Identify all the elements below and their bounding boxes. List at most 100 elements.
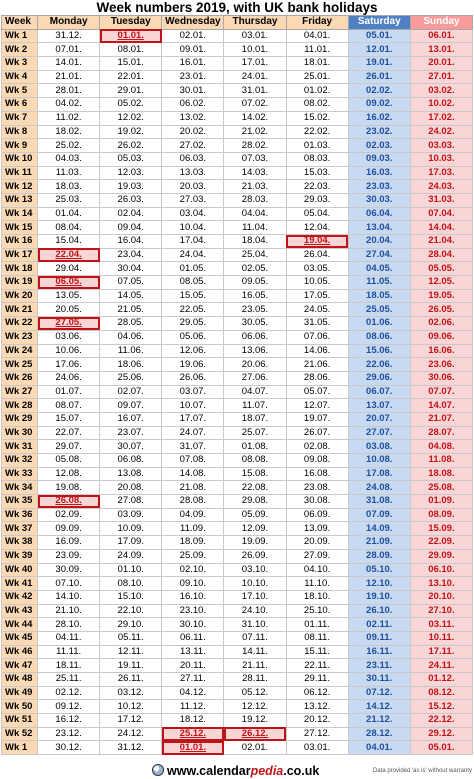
date-cell-wednesday: 11.12. bbox=[161, 699, 225, 715]
date-cell-tuesday: 05.02. bbox=[99, 97, 163, 112]
date-cell-wednesday: 21.08. bbox=[161, 480, 225, 496]
date-cell-tuesday: 02.07. bbox=[99, 384, 163, 400]
table-row: Wk 22 27.05. 28.05. 29.05. 30.05. 31.05. 01.06… bbox=[0, 316, 474, 331]
date-cell-sunday: 12.05. bbox=[409, 275, 474, 290]
table-row: Wk 34 19.08. 20.08. 21.08. 22.08. 23.08. 24.08… bbox=[0, 480, 474, 496]
date-cell-saturday: 18.05. bbox=[347, 288, 411, 304]
date-cell-tuesday: 23.04. bbox=[99, 247, 163, 263]
date-cell-friday: 17.05. bbox=[285, 288, 349, 304]
table-row: Wk 50 09.12. 10.12. 11.12. 12.12. 13.12. 14.12… bbox=[0, 699, 474, 715]
date-cell-sunday: 20.01. bbox=[409, 56, 474, 71]
date-cell-wednesday: 18.09. bbox=[161, 535, 225, 550]
week-number-cell: Wk 43 bbox=[0, 603, 39, 619]
date-cell-saturday: 16.03. bbox=[347, 165, 411, 181]
date-cell-thursday: 18.07. bbox=[223, 411, 287, 427]
date-cell-tuesday: 22.10. bbox=[99, 603, 163, 619]
date-cell-tuesday: 22.01. bbox=[99, 69, 163, 85]
week-number-cell: Wk 23 bbox=[0, 329, 39, 345]
week-number-cell: Wk 10 bbox=[0, 151, 39, 167]
date-cell-tuesday: 09.04. bbox=[99, 220, 163, 235]
date-cell-friday: 26.04. bbox=[285, 247, 349, 263]
date-cell-thursday: 12.12. bbox=[223, 699, 287, 715]
date-cell-wednesday: 06.02. bbox=[161, 97, 225, 112]
date-cell-monday: 18.02. bbox=[37, 124, 101, 140]
week-number-cell: Wk 52 bbox=[0, 726, 39, 742]
date-cell-monday: 19.08. bbox=[37, 480, 101, 496]
date-cell-wednesday: 17.07. bbox=[161, 411, 225, 427]
table-row: Wk 27 01.07. 02.07. 03.07. 04.07. 05.07. 06.07… bbox=[0, 384, 474, 400]
table-row: Wk 2 07.01. 08.01. 09.01. 10.01. 11.01. 12.01.… bbox=[0, 42, 474, 58]
date-cell-wednesday: 19.06. bbox=[161, 357, 225, 372]
week-number-cell: Wk 20 bbox=[0, 288, 39, 304]
site-logo[interactable]: www.calendarpedia.co.uk bbox=[152, 763, 319, 779]
date-cell-friday: 12.07. bbox=[285, 398, 349, 413]
bank-holiday-cell: 26.12. bbox=[223, 726, 287, 742]
date-cell-friday: 18.10. bbox=[285, 589, 349, 605]
date-cell-friday: 29.11. bbox=[285, 672, 349, 687]
week-number-cell: Wk 9 bbox=[0, 138, 39, 153]
date-cell-sunday: 17.02. bbox=[409, 110, 474, 126]
date-cell-saturday: 04.01. bbox=[347, 740, 411, 756]
date-cell-thursday: 09.05. bbox=[223, 275, 287, 290]
date-cell-tuesday: 23.07. bbox=[99, 425, 163, 441]
week-number-cell: Wk 2 bbox=[0, 42, 39, 58]
table-row: Wk 19 06.05. 07.05. 08.05. 09.05. 10.05. 11.05… bbox=[0, 275, 474, 290]
date-cell-friday: 22.03. bbox=[285, 179, 349, 194]
date-cell-thursday: 21.03. bbox=[223, 179, 287, 194]
table-row: Wk 1 30.12. 31.12. 01.01. 02.01. 03.01. 04.01.… bbox=[0, 740, 474, 756]
date-cell-wednesday: 28.08. bbox=[161, 494, 225, 509]
date-cell-wednesday: 29.05. bbox=[161, 316, 225, 331]
date-cell-sunday: 27.10. bbox=[409, 603, 474, 619]
date-cell-saturday: 27.04. bbox=[347, 247, 411, 263]
table-row: Wk 40 30.09. 01.10. 02.10. 03.10. 04.10. 05.10… bbox=[0, 562, 474, 578]
date-cell-friday: 01.11. bbox=[285, 617, 349, 632]
date-cell-saturday: 31.08. bbox=[347, 494, 411, 509]
date-cell-thursday: 03.01. bbox=[223, 28, 287, 44]
table-row: Wk 15 08.04. 09.04. 10.04. 11.04. 12.04. 13.04… bbox=[0, 220, 474, 235]
date-cell-thursday: 14.03. bbox=[223, 165, 287, 181]
table-row: Wk 35 26.08. 27.08. 28.08. 29.08. 30.08. 31.08… bbox=[0, 494, 474, 509]
date-cell-tuesday: 13.08. bbox=[99, 466, 163, 482]
date-cell-monday: 28.01. bbox=[37, 83, 101, 99]
date-cell-friday: 27.12. bbox=[285, 726, 349, 742]
date-cell-wednesday: 01.05. bbox=[161, 261, 225, 277]
date-cell-friday: 23.08. bbox=[285, 480, 349, 496]
table-row: Wk 17 22.04. 23.04. 24.04. 25.04. 26.04. 27.04… bbox=[0, 247, 474, 263]
date-cell-wednesday: 06.03. bbox=[161, 151, 225, 167]
date-cell-thursday: 10.10. bbox=[223, 576, 287, 591]
date-cell-sunday: 11.08. bbox=[409, 453, 474, 468]
date-cell-friday: 24.05. bbox=[285, 302, 349, 318]
date-cell-monday: 18.03. bbox=[37, 179, 101, 194]
week-number-cell: Wk 37 bbox=[0, 521, 39, 537]
date-cell-tuesday: 05.03. bbox=[99, 151, 163, 167]
bank-holiday-cell: 06.05. bbox=[37, 275, 101, 290]
date-cell-thursday: 01.08. bbox=[223, 439, 287, 454]
date-cell-monday: 10.06. bbox=[37, 343, 101, 359]
table-row: Wk 11 11.03. 12.03. 13.03. 14.03. 15.03. 16.03… bbox=[0, 165, 474, 181]
date-cell-friday: 05.04. bbox=[285, 206, 349, 222]
date-cell-monday: 14.01. bbox=[37, 56, 101, 71]
date-cell-thursday: 10.01. bbox=[223, 42, 287, 58]
date-cell-tuesday: 21.05. bbox=[99, 302, 163, 318]
date-cell-tuesday: 08.10. bbox=[99, 576, 163, 591]
date-cell-wednesday: 02.01. bbox=[161, 28, 225, 44]
date-cell-saturday: 20.07. bbox=[347, 411, 411, 427]
date-cell-tuesday: 26.11. bbox=[99, 672, 163, 687]
page-title: Week numbers 2019, with UK bank holidays bbox=[96, 0, 378, 15]
date-cell-thursday: 07.03. bbox=[223, 151, 287, 167]
date-cell-friday: 27.09. bbox=[285, 548, 349, 564]
table-row: Wk 46 11.11. 12.11. 13.11. 14.11. 15.11. 16.11… bbox=[0, 644, 474, 660]
date-cell-saturday: 16.11. bbox=[347, 644, 411, 660]
date-cell-sunday: 01.12. bbox=[409, 672, 474, 687]
table-row: Wk 8 18.02. 19.02. 20.02. 21.02. 22.02. 23.02.… bbox=[0, 124, 474, 140]
header-sunday: Sunday bbox=[409, 15, 474, 30]
date-cell-tuesday: 15.01. bbox=[99, 56, 163, 71]
date-cell-tuesday: 24.12. bbox=[99, 726, 163, 742]
date-cell-thursday: 07.02. bbox=[223, 97, 287, 112]
date-cell-friday: 08.11. bbox=[285, 630, 349, 646]
bank-holiday-cell: 27.05. bbox=[37, 316, 101, 331]
date-cell-friday: 22.11. bbox=[285, 658, 349, 673]
date-cell-monday: 23.12. bbox=[37, 726, 101, 742]
date-cell-sunday: 17.11. bbox=[409, 644, 474, 660]
date-cell-saturday: 20.04. bbox=[347, 234, 411, 249]
